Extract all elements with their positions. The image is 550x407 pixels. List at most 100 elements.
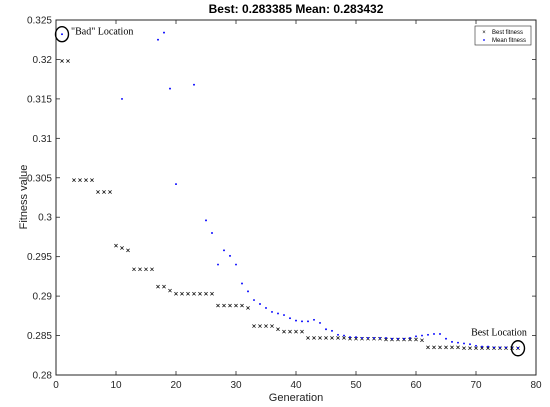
y-tick-label: 0.305 (27, 173, 52, 184)
best-fitness-point (144, 267, 148, 272)
best-fitness-point (162, 284, 166, 289)
best-fitness-point (180, 291, 184, 296)
bad-location-label: "Bad" Location (71, 27, 133, 38)
mean-fitness-point (325, 328, 327, 331)
best-fitness-point (480, 346, 484, 351)
mean-fitness-point (517, 346, 519, 349)
mean-fitness-point (289, 317, 291, 320)
y-tick-label: 0.315 (27, 94, 52, 105)
best-fitness-point (432, 345, 436, 350)
best-fitness-point (90, 178, 94, 182)
mean-fitness-point (313, 318, 315, 321)
best-location-circle (510, 340, 526, 357)
best-fitness-point (438, 345, 442, 350)
best-fitness-point (168, 288, 172, 293)
legend-box (474, 25, 532, 46)
mean-fitness-point (175, 183, 177, 186)
best-fitness-point (450, 345, 454, 350)
best-fitness-point (192, 291, 196, 296)
mean-fitness-point (463, 342, 465, 345)
best-fitness-point (276, 327, 280, 332)
x-tick-label: 50 (350, 380, 362, 391)
mean-fitness-point (499, 346, 501, 349)
best-fitness-point (252, 324, 256, 328)
x-tick-label: 30 (230, 380, 242, 391)
mean-fitness-point (409, 336, 411, 339)
mean-fitness-point (397, 337, 399, 340)
best-fitness-point (318, 336, 322, 340)
best-fitness-point (96, 190, 100, 194)
mean-fitness-point (331, 329, 333, 332)
x-tick-label: 10 (110, 380, 122, 391)
best-fitness-point (324, 336, 328, 340)
mean-fitness-point (121, 97, 123, 100)
best-fitness-point (384, 337, 388, 342)
best-fitness-point (222, 303, 226, 308)
y-tick-label: 0.3 (38, 213, 52, 224)
axis-ticks: 0 10 20 30 40 50 60 70 80 0.28 0.285 0.29 0.295 0.3 0.… (27, 16, 542, 392)
plot-area (55, 19, 537, 376)
mean-fitness-point (469, 343, 471, 346)
best-fitness-point (66, 59, 70, 63)
mean-fitness-point (223, 249, 225, 252)
x-tick-label: 80 (530, 380, 542, 391)
y-tick-label: 0.325 (27, 16, 52, 27)
best-fitness-point (408, 337, 412, 342)
best-fitness-point (228, 303, 232, 308)
best-fitness-point (282, 329, 286, 334)
best-fitness-point (72, 178, 76, 182)
mean-fitness-point (253, 299, 255, 302)
best-fitness-point (234, 303, 238, 308)
legend-mean-fitness-label: Mean fitness (492, 38, 526, 44)
mean-fitness-point (277, 312, 279, 315)
mean-fitness-point (211, 232, 213, 234)
best-fitness-point (246, 306, 250, 310)
best-fitness-point (414, 337, 418, 342)
best-fitness-point (150, 267, 154, 272)
x-axis-label: Generation (269, 392, 323, 404)
best-fitness-point (216, 303, 220, 308)
best-fitness-point (300, 329, 304, 334)
best-fitness-point (312, 336, 316, 340)
mean-fitness-point (343, 334, 345, 337)
best-fitness-point (354, 336, 358, 341)
best-fitness-point (264, 324, 268, 328)
mean-fitness-point (247, 290, 249, 293)
y-tick-label: 0.28 (33, 371, 53, 382)
annotation-layer: "Bad" Location Best Location (54, 26, 527, 357)
best-fitness-point (84, 178, 88, 182)
mean-fitness-point (367, 336, 369, 339)
mean-fitness-point (61, 33, 63, 36)
best-fitness-point (156, 284, 160, 289)
mean-fitness-point (505, 346, 507, 349)
best-fitness-point (486, 346, 490, 351)
mean-fitness-point (349, 336, 351, 339)
y-axis-label: Fitness value (18, 165, 30, 230)
bad-location-circle (54, 26, 70, 43)
x-tick-label: 20 (170, 380, 182, 391)
best-location-label: Best Location (471, 327, 527, 338)
legend-best-fitness-marker: × (482, 30, 486, 36)
mean-fitness-point (493, 346, 495, 349)
best-fitness-point (462, 346, 466, 351)
legend-best-fitness-label: Best fitness (492, 30, 523, 36)
mean-fitness-point (403, 337, 405, 340)
mean-fitness-point (157, 38, 159, 41)
best-fitness-point (258, 324, 262, 328)
x-tick-label: 60 (410, 380, 422, 391)
best-fitness-point (288, 329, 292, 334)
mean-fitness-point (301, 320, 303, 323)
mean-fitness-point (241, 282, 243, 285)
plot-frame (55, 19, 537, 376)
best-fitness-point (114, 243, 118, 248)
best-fitness-point (210, 291, 214, 296)
mean-fitness-point (385, 336, 387, 339)
legend: × Best fitness Mean fitness (474, 25, 532, 46)
best-fitness-point (342, 336, 346, 340)
mean-fitness-point (355, 336, 357, 339)
mean-fitness-point (163, 31, 165, 34)
mean-fitness-point (229, 254, 231, 257)
best-fitness-point (120, 246, 124, 250)
best-fitness-point (426, 345, 430, 350)
mean-fitness-series (61, 31, 519, 349)
